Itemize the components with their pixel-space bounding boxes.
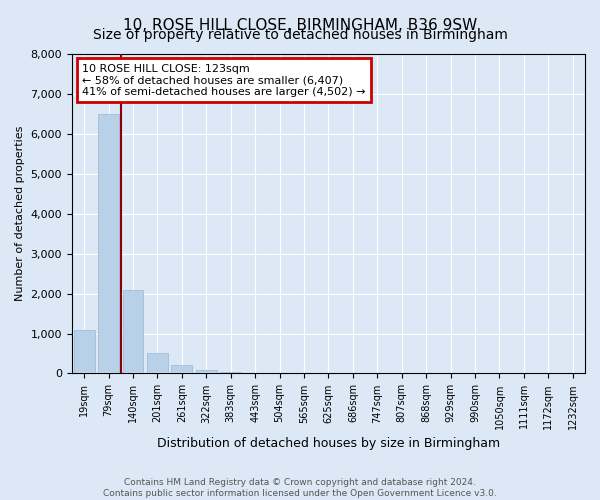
Y-axis label: Number of detached properties: Number of detached properties <box>15 126 25 302</box>
Bar <box>220 372 241 374</box>
Text: Size of property relative to detached houses in Birmingham: Size of property relative to detached ho… <box>92 28 508 42</box>
Bar <box>147 354 168 374</box>
Text: 10, ROSE HILL CLOSE, BIRMINGHAM, B36 9SW: 10, ROSE HILL CLOSE, BIRMINGHAM, B36 9SW <box>123 18 477 32</box>
Text: 10 ROSE HILL CLOSE: 123sqm
← 58% of detached houses are smaller (6,407)
41% of s: 10 ROSE HILL CLOSE: 123sqm ← 58% of deta… <box>82 64 365 97</box>
X-axis label: Distribution of detached houses by size in Birmingham: Distribution of detached houses by size … <box>157 437 500 450</box>
Bar <box>196 370 217 374</box>
Bar <box>98 114 119 374</box>
Bar <box>172 366 192 374</box>
Text: Contains HM Land Registry data © Crown copyright and database right 2024.
Contai: Contains HM Land Registry data © Crown c… <box>103 478 497 498</box>
Bar <box>74 330 95 374</box>
Bar <box>122 290 143 374</box>
